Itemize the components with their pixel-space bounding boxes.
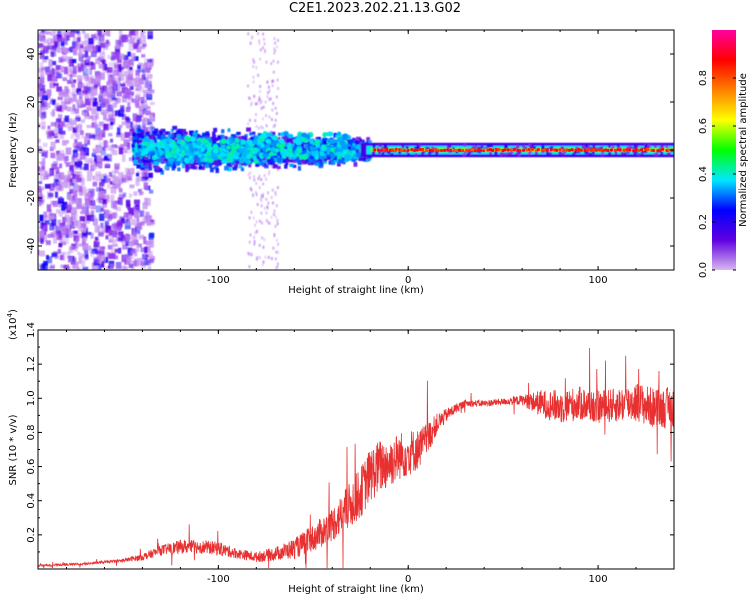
colorbar-tick-label: 0.2	[698, 214, 709, 230]
snr-y-tick-label: 1.4	[26, 322, 37, 338]
spectrogram-y-tick-label: -40	[26, 238, 37, 254]
snr-y-tick-label: 0.2	[26, 527, 37, 543]
spectrogram-y-tick-label: 0	[26, 147, 37, 153]
snr-line	[38, 347, 674, 569]
snr-y-axis-label: SNR (10 * v/v)	[8, 414, 19, 485]
snr-panel: -100 0 100 0.2 0.4 0.6 0.8 1.0 1.2 1.4 Height of …	[6, 309, 675, 595]
snr-y-multiplier: (x104)	[6, 309, 19, 340]
snr-y-tick-label: 0.8	[26, 424, 37, 440]
snr-y-tick-label: 1.0	[26, 390, 37, 406]
colorbar-tick-label: 0.6	[698, 118, 709, 134]
colorbar: 0.0 0.2 0.4 0.6 0.8 Normalized spectral ampl…	[698, 30, 749, 278]
spectrogram-y-axis-label: Frequency (Hz)	[8, 112, 19, 188]
spectrogram-axes: -100 0 100 -40 -20 0 20 40	[26, 29, 675, 286]
snr-x-tick-label: 100	[589, 574, 608, 585]
snr-y-tick-label: 1.2	[26, 356, 37, 372]
colorbar-tick-label: 0.0	[698, 262, 709, 278]
snr-axes: -100 0 100 0.2 0.4 0.6 0.8 1.0 1.2 1.4	[26, 322, 675, 585]
snr-x-axis-label: Height of straight line (km)	[288, 584, 424, 595]
colorbar-tick-label: 0.8	[698, 70, 709, 86]
spectrogram-x-tick-label: 0	[405, 275, 411, 286]
colorbar-ticks: 0.0 0.2 0.4 0.6 0.8	[698, 70, 736, 278]
snr-x-tick-label: -100	[207, 574, 230, 585]
snr-x-tick-label: 0	[405, 574, 411, 585]
snr-y-tick-label: 0.6	[26, 459, 37, 475]
colorbar-label: Normalized spectral amplitude	[738, 73, 749, 227]
spectrogram-x-tick-label: 100	[589, 275, 608, 286]
figure-title: C2E1.2023.202.21.13.G02	[288, 1, 462, 16]
spectrogram-heatmap	[38, 30, 674, 270]
spectrogram-panel: -100 0 100 -40 -20 0 20 40 Height of straight l…	[8, 29, 675, 296]
colorbar-tick-label: 0.4	[698, 166, 709, 182]
colorbar-ramp	[712, 30, 736, 270]
spectrogram-y-tick-label: 40	[26, 48, 37, 61]
spectrogram-y-tick-label: 20	[26, 96, 37, 109]
snr-y-tick-label: 0.4	[26, 493, 37, 509]
spectrogram-x-axis-label: Height of straight line (km)	[288, 285, 424, 296]
spectrogram-y-tick-label: -20	[26, 190, 37, 206]
spectrogram-x-tick-label: -100	[207, 275, 230, 286]
snr-line-series	[38, 347, 674, 569]
